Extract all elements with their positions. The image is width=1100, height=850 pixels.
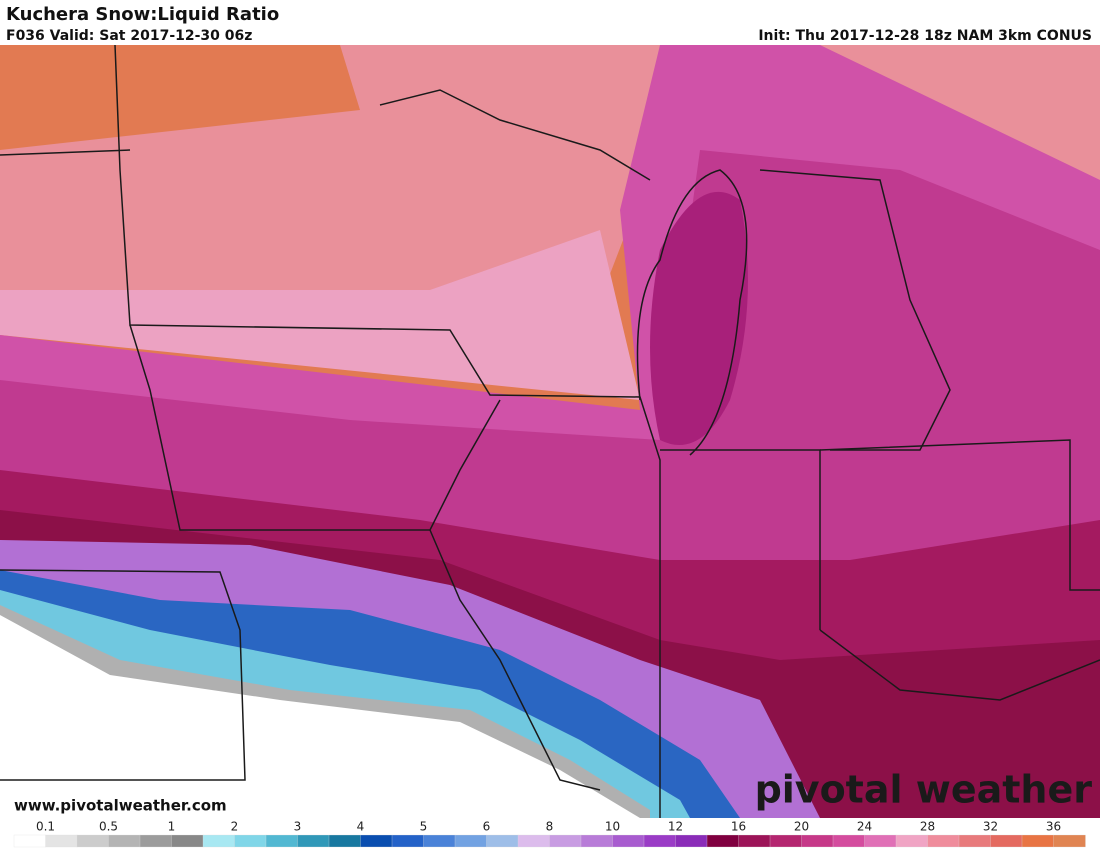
colorbar-swatch bbox=[486, 834, 519, 848]
colorbar-swatch bbox=[108, 834, 141, 848]
colorbar-label: 10 bbox=[605, 820, 620, 834]
colorbar-swatch bbox=[864, 834, 897, 848]
colorbar-swatch bbox=[517, 834, 551, 848]
colorbar-swatch bbox=[801, 834, 834, 848]
colorbar-swatch bbox=[706, 834, 740, 848]
website: www.pivotalweather.com bbox=[14, 797, 227, 815]
colorbar-swatch bbox=[832, 834, 866, 848]
lake-zone bbox=[650, 191, 748, 445]
colorbar-label: 3 bbox=[294, 820, 302, 834]
colorbar-swatch bbox=[13, 834, 47, 848]
zone-pink bbox=[0, 230, 640, 400]
colorbar-swatch bbox=[423, 834, 456, 848]
map bbox=[0, 45, 1100, 818]
colorbar-label: 20 bbox=[794, 820, 809, 834]
colorbar-swatch bbox=[45, 834, 78, 848]
colorbar-swatch bbox=[675, 834, 708, 848]
colorbar-swatch bbox=[738, 834, 771, 848]
colorbar-swatch bbox=[958, 834, 992, 848]
colorbar-label: 2 bbox=[231, 820, 239, 834]
colorbar: 0.1 0.5 1 2 3 4 5 6 8 10 12 16 20 24 28 32 36 bbox=[0, 818, 1100, 850]
colorbar-swatch bbox=[297, 834, 330, 848]
map-title: Kuchera Snow:Liquid Ratio bbox=[6, 4, 279, 25]
state-borders bbox=[0, 45, 1100, 818]
colorbar-swatch bbox=[1021, 834, 1055, 848]
colorbar-swatch bbox=[139, 834, 173, 848]
valid-time: F036 Valid: Sat 2017-12-30 06z bbox=[6, 28, 252, 44]
colorbar-label: 28 bbox=[920, 820, 935, 834]
colorbar-swatch bbox=[328, 834, 362, 848]
zone-white bbox=[0, 615, 640, 818]
colorbar-swatch bbox=[76, 834, 110, 848]
colorbar-label: 36 bbox=[1046, 820, 1061, 834]
init-time: Init: Thu 2017-12-28 18z NAM 3km CONUS bbox=[758, 28, 1092, 44]
colorbar-swatch bbox=[927, 834, 960, 848]
colorbar-label: 6 bbox=[483, 820, 491, 834]
colorbar-swatch bbox=[549, 834, 582, 848]
colorbar-label: 12 bbox=[668, 820, 683, 834]
colorbar-label: 32 bbox=[983, 820, 998, 834]
colorbar-label: 0.1 bbox=[36, 820, 55, 834]
colorbar-label: 5 bbox=[420, 820, 428, 834]
colorbar-swatch bbox=[391, 834, 425, 848]
colorbar-label: 24 bbox=[857, 820, 872, 834]
colorbar-swatch bbox=[360, 834, 393, 848]
logo: pivotal weather bbox=[755, 768, 1093, 812]
colorbar-swatch bbox=[895, 834, 929, 848]
colorbar-swatch bbox=[769, 834, 803, 848]
colorbar-swatch bbox=[580, 834, 614, 848]
colorbar-swatch bbox=[454, 834, 488, 848]
colorbar-label: 4 bbox=[357, 820, 365, 834]
colorbar-swatch bbox=[265, 834, 299, 848]
colorbar-label: 1 bbox=[168, 820, 176, 834]
colorbar-swatch bbox=[171, 834, 204, 848]
colorbar-label: 0.5 bbox=[99, 820, 118, 834]
colorbar-swatch bbox=[643, 834, 677, 848]
colorbar-swatch bbox=[202, 834, 236, 848]
colorbar-swatch bbox=[234, 834, 267, 848]
colorbar-label: 8 bbox=[546, 820, 554, 834]
colorbar-label: 16 bbox=[731, 820, 746, 834]
colorbar-swatch bbox=[990, 834, 1023, 848]
colorbar-swatch bbox=[612, 834, 645, 848]
colorbar-swatch bbox=[1053, 834, 1086, 848]
